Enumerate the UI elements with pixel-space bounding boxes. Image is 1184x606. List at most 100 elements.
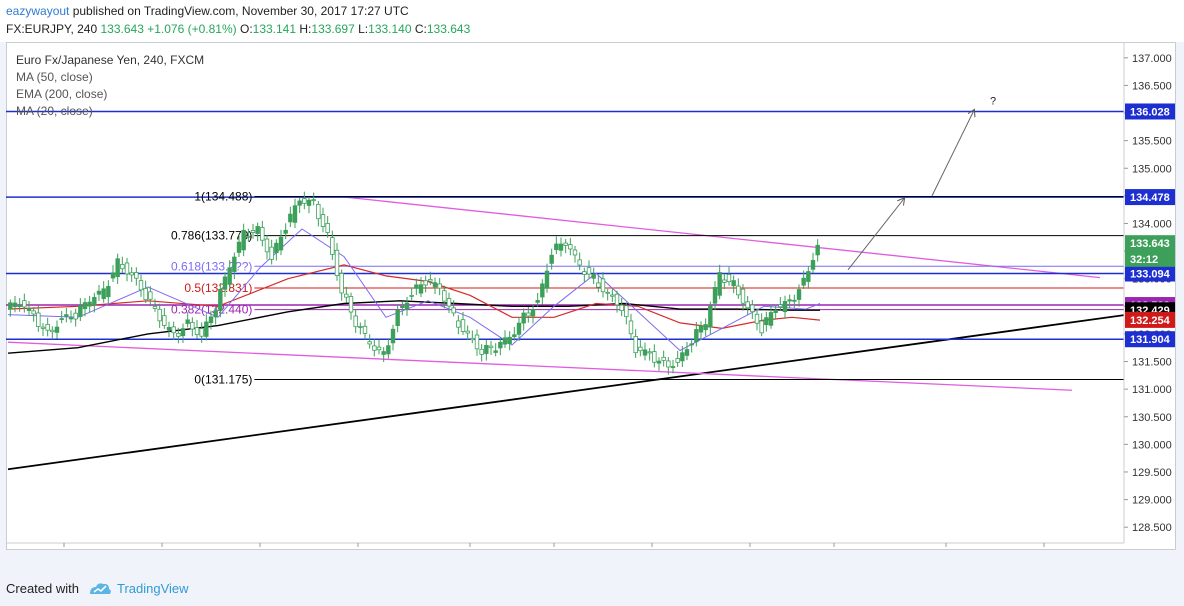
x-tick-label: 20 (646, 549, 658, 550)
candle-body (348, 296, 354, 313)
candle-body (614, 293, 620, 306)
candle-body (190, 322, 195, 330)
candle-body (232, 256, 237, 272)
last-price: 133.643 (100, 22, 144, 36)
candle-body (773, 309, 778, 313)
candle-body (264, 238, 270, 253)
legend-ema200[interactable]: EMA (200, close) (16, 87, 108, 101)
chart-area[interactable] (6, 42, 1176, 550)
candle-body (759, 320, 764, 334)
x-tick-label: 9 (61, 549, 67, 550)
candle-body (745, 301, 750, 309)
level-price-tag-bg (1125, 103, 1175, 120)
y-tick-label: 131.500 (1132, 357, 1172, 369)
candle-body (778, 304, 783, 308)
candle-body (381, 351, 386, 355)
candle-body (166, 326, 172, 331)
candle-body (577, 259, 582, 266)
level-price-tag-bg (1125, 265, 1175, 282)
candle-body (712, 286, 718, 304)
candle-body (353, 315, 358, 328)
candle-body (642, 349, 648, 356)
fib-level-label: 0(131.175) (194, 372, 252, 386)
candle-body (404, 302, 410, 310)
candle-body (45, 323, 50, 331)
candle-body (204, 321, 209, 337)
author-link[interactable]: eazywayout (6, 4, 70, 18)
ascending-trendline (7, 314, 1124, 471)
low-label: L: (358, 22, 369, 36)
candle-body (302, 198, 307, 204)
x-tick-label: 11 (940, 549, 951, 550)
candle-body (703, 324, 708, 331)
level-price-tag: 134.478 (1130, 192, 1170, 204)
x-tick-label: 27 (744, 549, 756, 550)
candle-body (208, 316, 214, 324)
x-tick-label: 13 (548, 549, 560, 550)
candle-body (87, 301, 92, 307)
candle-body (554, 243, 559, 251)
candle-body (535, 300, 540, 303)
candle-body (666, 360, 671, 368)
candle-body (68, 317, 74, 320)
candle-body (423, 280, 428, 286)
x-tick-label: 7 (467, 549, 473, 550)
candle-body (82, 302, 88, 310)
candle-body (255, 226, 260, 234)
y-tick-label: 137.000 (1132, 53, 1172, 65)
projection-arrow (931, 110, 974, 197)
candle-body (316, 204, 321, 220)
candle-body (633, 336, 638, 354)
candle-body (339, 273, 344, 294)
candle-body (269, 246, 274, 260)
candle-body (638, 346, 643, 352)
candle-body (143, 288, 148, 301)
candle-body (330, 237, 335, 255)
candle-body (31, 310, 36, 315)
candle-body (521, 312, 526, 324)
price-chart[interactable]: 1(134.488) 0.786(133.779) 0.618(133.2??) 0.… (6, 42, 1176, 550)
price-tag-bg (1125, 235, 1175, 252)
candle-body (442, 290, 447, 302)
candle-body (311, 199, 316, 202)
tradingview-logo-icon[interactable] (88, 581, 112, 597)
candle-body (498, 341, 503, 349)
candle-body (227, 267, 232, 285)
publish-line: eazywayout published on TradingView.com,… (6, 4, 409, 18)
candle-body (610, 294, 615, 297)
ma50-line (7, 264, 821, 330)
projection-arrow (847, 199, 904, 271)
candle-body (120, 264, 125, 270)
candle-body (740, 288, 746, 304)
candle-body (194, 327, 200, 336)
candle-body (516, 322, 522, 335)
candle-body (470, 337, 475, 341)
candle-body (460, 319, 466, 332)
price-tag: 132.254 (1130, 315, 1171, 327)
legend-ma50[interactable]: MA (50, close) (16, 70, 93, 84)
price-tag-bg (1125, 311, 1175, 328)
candle-body (563, 242, 568, 246)
price-tag-bg (1125, 250, 1175, 267)
candle-body (689, 343, 694, 346)
tradingview-brand[interactable]: TradingView (117, 581, 189, 596)
y-tick-label: 129.000 (1132, 495, 1172, 507)
publish-text: published on TradingView.com, November 3… (69, 4, 409, 18)
candle-body (362, 325, 368, 334)
level-price-tag: 133.094 (1130, 269, 1171, 281)
channel-lower-line (7, 341, 1073, 391)
candle-body (334, 249, 340, 277)
low-value: 133.140 (368, 22, 412, 36)
candle-body (647, 351, 652, 354)
level-price-tag: 131.904 (1130, 334, 1171, 346)
candle-body (596, 282, 601, 288)
y-tick-label: 131.000 (1132, 384, 1172, 396)
candle-body (278, 236, 284, 251)
candle-body (241, 229, 246, 251)
legend-ma20[interactable]: MA (20, close) (16, 104, 93, 118)
candle-body (810, 260, 816, 270)
candle-body (12, 302, 18, 308)
candle-body (661, 356, 666, 361)
candle-body (792, 299, 797, 302)
candle-body (736, 285, 741, 296)
